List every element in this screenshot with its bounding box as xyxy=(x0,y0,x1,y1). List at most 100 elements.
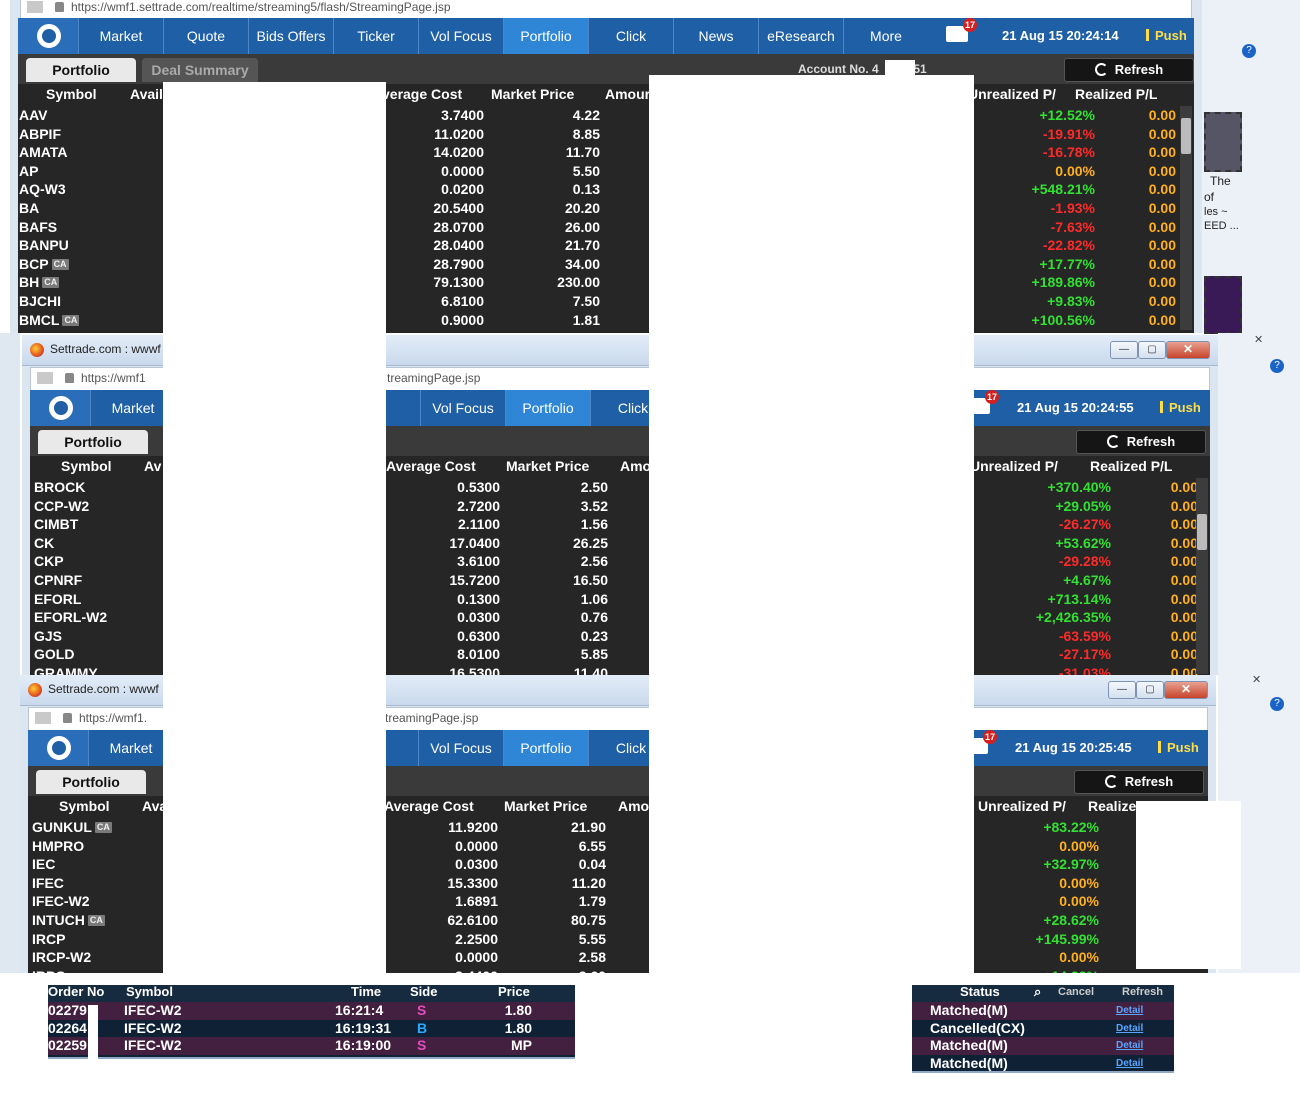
push-indicator[interactable]: Push xyxy=(1158,730,1199,766)
video-thumbnail-icon-2[interactable] xyxy=(1204,276,1242,334)
settrade-logo[interactable] xyxy=(28,730,88,766)
col-average-cost[interactable]: Average Cost xyxy=(384,798,474,814)
status-row[interactable]: Matched(M) Detail xyxy=(912,1037,1174,1055)
nav-news[interactable]: News xyxy=(673,18,758,54)
table-row[interactable]: GJS 0.6300 0.23 -63.59% 0.00 xyxy=(30,627,1210,646)
table-row[interactable]: BH CA 79.1300 230.00 +189.86% 0.00 xyxy=(18,273,1194,292)
nav-market[interactable]: Market xyxy=(88,730,173,766)
horizontal-scrollbar[interactable] xyxy=(912,1071,1174,1087)
cancel-button[interactable]: Cancel xyxy=(1058,986,1095,998)
col-realized-pl[interactable]: Realized P/L xyxy=(1090,458,1173,474)
nav-market[interactable]: Market xyxy=(90,390,175,426)
nav-ticker[interactable]: Ticker xyxy=(333,18,418,54)
minimize-button[interactable]: — xyxy=(1108,681,1136,699)
settrade-logo[interactable] xyxy=(18,18,78,54)
col-symbol[interactable]: Symbol xyxy=(59,798,110,814)
col-available[interactable]: Ava xyxy=(142,798,168,814)
nav-vol-focus[interactable]: Vol Focus xyxy=(418,18,503,54)
table-row[interactable]: EFORL 0.1300 1.06 +713.14% 0.00 xyxy=(30,590,1210,609)
table-row[interactable]: CKP 3.6100 2.56 -29.28% 0.00 xyxy=(30,552,1210,571)
col-realized-pl[interactable]: Realize xyxy=(1088,798,1137,814)
table-row[interactable]: AP 0.0000 5.50 0.00% 0.00 xyxy=(18,162,1194,181)
nav-market[interactable]: Market xyxy=(78,18,163,54)
nav-eresearch[interactable]: eResearch xyxy=(758,18,843,54)
col-order-time[interactable]: Time xyxy=(351,985,382,999)
col-amount[interactable]: Amour xyxy=(605,86,651,102)
col-order-side[interactable]: Side xyxy=(410,985,438,999)
col-available[interactable]: Av xyxy=(144,458,162,474)
nav-portfolio[interactable]: Portfolio xyxy=(503,730,588,766)
nav-click[interactable]: Click xyxy=(590,390,675,426)
horizontal-scrollbar[interactable] xyxy=(48,1057,575,1073)
close-button[interactable]: ✕ xyxy=(1164,681,1208,699)
nav-more[interactable]: More xyxy=(843,18,928,54)
col-status[interactable]: Status xyxy=(960,985,1000,999)
order-row[interactable]: 02259 IFEC-W2 16:19:00 S MP xyxy=(48,1037,575,1055)
col-order-price[interactable]: Price xyxy=(498,985,530,999)
scrollbar[interactable] xyxy=(1196,478,1208,674)
detail-link[interactable]: Detail xyxy=(1116,1057,1144,1069)
detail-link[interactable]: Detail xyxy=(1116,1005,1144,1016)
table-row[interactable]: CCP-W2 2.7200 3.52 +29.05% 0.00 xyxy=(30,497,1210,516)
help-icon[interactable]: ? xyxy=(1242,44,1256,58)
address-bar[interactable]: https://wmf1.settrade.com/realtime/strea… xyxy=(20,0,1192,20)
close-button[interactable]: ✕ xyxy=(1166,341,1210,359)
push-indicator[interactable]: Push xyxy=(1146,18,1187,54)
status-row[interactable]: Matched(M) Detail xyxy=(912,1002,1174,1020)
table-row[interactable]: GUNKUL CA 11.9200 21.90 +83.22% xyxy=(28,818,1208,837)
table-row[interactable]: AAV 3.7400 4.22 +12.52% 0.00 xyxy=(18,106,1194,125)
status-row[interactable]: Cancelled(CX) Detail xyxy=(912,1019,1174,1038)
table-row[interactable]: BROCK 0.5300 2.50 +370.40% 0.00 xyxy=(30,478,1210,497)
col-market-price[interactable]: Market Price xyxy=(504,798,588,814)
table-row[interactable]: CK 17.0400 26.25 +53.62% 0.00 xyxy=(30,534,1210,553)
nav-click[interactable]: Click xyxy=(588,18,673,54)
tab-deal-summary[interactable]: Deal Summary xyxy=(142,58,258,82)
col-average-cost[interactable]: verage Cost xyxy=(382,86,463,102)
table-row[interactable]: IEC 0.0300 0.04 +32.97% xyxy=(28,855,1208,874)
table-row[interactable]: AMATA 14.0200 11.70 -16.78% 0.00 xyxy=(18,143,1194,162)
table-row[interactable]: AQ-W3 0.0200 0.13 +548.21% 0.00 xyxy=(18,180,1194,199)
detail-link[interactable]: Detail xyxy=(1116,1022,1144,1034)
nav-vol-focus[interactable]: Vol Focus xyxy=(418,730,503,766)
order-row[interactable]: 02279 IFEC-W2 16:21:4 S 1.80 xyxy=(48,1002,575,1020)
refresh-button[interactable]: Refresh xyxy=(1076,430,1206,454)
table-row[interactable]: IRPC 3.4400 3.60 +14.33% xyxy=(28,967,1208,973)
table-row[interactable]: IRCP-W2 0.0000 2.58 0.00% xyxy=(28,948,1208,967)
col-symbol[interactable]: Symbol xyxy=(61,458,112,474)
col-unrealized-pl[interactable]: Unrealized P/ xyxy=(970,458,1058,474)
close-icon[interactable]: ✕ xyxy=(1254,334,1264,346)
table-row[interactable]: BCP CA 28.7900 34.00 +17.77% 0.00 xyxy=(18,255,1194,274)
nav-quote[interactable]: Quote xyxy=(163,18,248,54)
table-row[interactable]: CIMBT 2.1100 1.56 -26.27% 0.00 xyxy=(30,515,1210,534)
table-row[interactable]: IFEC-W2 1.6891 1.79 0.00% xyxy=(28,892,1208,911)
detail-link[interactable]: Detail xyxy=(1116,1040,1144,1052)
close-icon-2[interactable]: ✕ xyxy=(1252,674,1262,686)
maximize-button[interactable]: ▢ xyxy=(1138,341,1166,359)
table-row[interactable]: GRAMMY 16.5300 11.40 -31.03% 0.00 xyxy=(30,664,1210,675)
table-row[interactable]: IRCP 2.2500 5.55 +145.99% xyxy=(28,930,1208,949)
table-row[interactable]: EFORL-W2 0.0300 0.76 +2,426.35% 0.00 xyxy=(30,608,1210,627)
col-unrealized-pl[interactable]: Unrealized P/ xyxy=(968,86,1056,102)
table-row[interactable]: BANPU 28.0400 21.70 -22.82% 0.00 xyxy=(18,236,1194,255)
maximize-button[interactable]: ▢ xyxy=(1136,681,1164,699)
tab-portfolio[interactable]: Portfolio xyxy=(38,430,148,454)
table-row[interactable]: IFEC 15.3300 11.20 0.00% xyxy=(28,874,1208,893)
col-market-price[interactable]: Market Price xyxy=(506,458,590,474)
col-available[interactable]: Avail xyxy=(130,86,163,102)
nav-portfolio[interactable]: Portfolio xyxy=(505,390,590,426)
table-row[interactable]: BMCL CA 0.9000 1.81 +100.56% 0.00 xyxy=(18,311,1194,330)
col-market-price[interactable]: Market Price xyxy=(491,86,575,102)
col-amount[interactable]: Amo xyxy=(620,458,652,474)
minimize-button[interactable]: — xyxy=(1110,341,1138,359)
refresh-button[interactable]: Refresh xyxy=(1064,58,1194,82)
table-row[interactable]: GOLD 8.0100 5.85 -27.17% 0.00 xyxy=(30,645,1210,664)
table-row[interactable]: BAFS 28.0700 26.00 -7.63% 0.00 xyxy=(18,218,1194,237)
push-indicator[interactable]: Push xyxy=(1160,390,1201,426)
order-row[interactable]: 02264 IFEC-W2 16:19:31 B 1.80 xyxy=(48,1019,575,1038)
nav-vol-focus[interactable]: Vol Focus xyxy=(420,390,505,426)
mail-icon[interactable]: 17 xyxy=(946,18,977,42)
search-icon[interactable]: ⌕ xyxy=(1034,985,1042,999)
table-row[interactable]: BJCHI 6.8100 7.50 +9.83% 0.00 xyxy=(18,292,1194,311)
help-icon[interactable]: ? xyxy=(1270,359,1284,373)
col-unrealized-pl[interactable]: Unrealized P/ xyxy=(978,798,1066,814)
